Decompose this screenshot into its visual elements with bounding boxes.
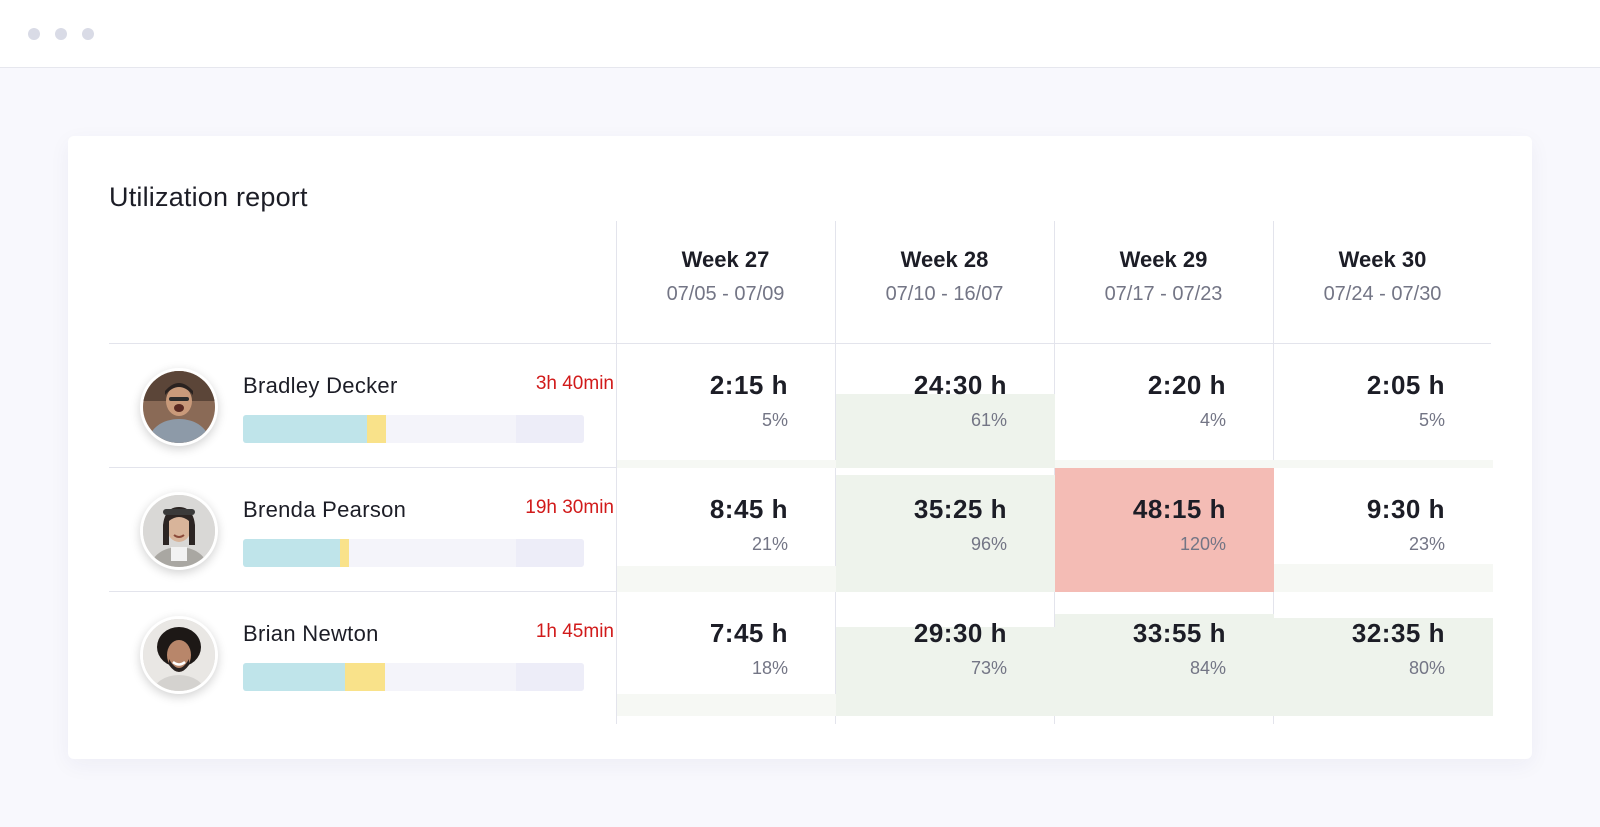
utilization-fill xyxy=(1274,563,1493,592)
week-cell[interactable]: 8:45 h 21% xyxy=(617,468,836,592)
week-header[interactable]: Week 27 07/05 - 07/09 xyxy=(616,221,835,343)
row-divider xyxy=(109,343,1491,344)
week-cell[interactable]: 48:15 h 120% xyxy=(1055,468,1274,592)
grid-divider xyxy=(616,221,617,724)
week-cell[interactable]: 32:35 h 80% xyxy=(1274,592,1493,716)
cell-percent: 80% xyxy=(1408,658,1445,678)
capacity-segment xyxy=(515,663,584,691)
week-label: Week 27 xyxy=(681,247,770,272)
person-row-bradley-decker[interactable]: Bradley Decker 3h 40min xyxy=(109,343,614,467)
non-billable-segment xyxy=(367,415,387,443)
window-titlebar xyxy=(0,0,1600,68)
week-header[interactable]: Week 29 07/17 - 07/23 xyxy=(1054,221,1273,343)
window-maximize-dot[interactable] xyxy=(82,28,94,40)
cell-percent: 21% xyxy=(751,534,788,554)
utilization-fill xyxy=(1055,613,1274,716)
window-minimize-dot[interactable] xyxy=(55,28,67,40)
utilization-report-card: Utilization report Week 27 07/05 - 07/09… xyxy=(68,136,1532,759)
utilization-bar xyxy=(243,663,584,691)
utilization-fill xyxy=(836,626,1055,716)
week-cell[interactable]: 2:20 h 4% xyxy=(1055,344,1274,468)
week-cell[interactable]: 9:30 h 23% xyxy=(1274,468,1493,592)
cell-percent: 61% xyxy=(970,410,1007,430)
utilization-fill xyxy=(1274,460,1493,468)
week-cell[interactable]: 33:55 h 84% xyxy=(1055,592,1274,716)
cell-hours: 33:55 h xyxy=(1132,618,1226,648)
grid-divider xyxy=(1054,221,1055,724)
week-label: Week 29 xyxy=(1119,247,1208,272)
cell-hours: 2:05 h xyxy=(1366,370,1445,400)
utilization-fill xyxy=(836,474,1055,592)
cell-percent: 84% xyxy=(1189,658,1226,678)
week-label: Week 28 xyxy=(900,247,989,272)
week-header[interactable]: Week 28 07/10 - 16/07 xyxy=(835,221,1054,343)
overtime-label: 3h 40min xyxy=(535,373,614,394)
avatar xyxy=(140,492,218,570)
week-dates: 07/24 - 07/30 xyxy=(1323,283,1442,305)
cell-percent: 18% xyxy=(751,658,788,678)
overtime-label: 19h 30min xyxy=(525,497,614,518)
utilization-fill xyxy=(617,694,836,716)
cell-hours: 9:30 h xyxy=(1366,494,1445,524)
utilization-fill xyxy=(617,460,836,468)
non-billable-segment xyxy=(345,663,385,691)
billable-segment xyxy=(243,415,368,443)
utilization-fill xyxy=(617,566,836,592)
cell-percent: 23% xyxy=(1408,534,1445,554)
report-title: Utilization report xyxy=(109,182,308,212)
person-name: Brian Newton xyxy=(243,621,379,646)
utilization-fill xyxy=(1055,468,1274,592)
cell-hours: 24:30 h xyxy=(913,370,1007,400)
capacity-segment xyxy=(515,415,584,443)
billable-segment xyxy=(243,539,341,567)
utilization-bar xyxy=(243,539,584,567)
person-name: Bradley Decker xyxy=(243,373,398,398)
person-row-brian-newton[interactable]: Brian Newton 1h 45min xyxy=(109,591,614,715)
week-cell[interactable]: 29:30 h 73% xyxy=(836,592,1055,716)
cell-hours: 8:45 h xyxy=(709,494,788,524)
week-cell[interactable]: 2:15 h 5% xyxy=(617,344,836,468)
week-dates: 07/17 - 07/23 xyxy=(1104,283,1223,305)
cell-hours: 2:20 h xyxy=(1147,370,1226,400)
cell-hours: 7:45 h xyxy=(709,618,788,648)
cell-percent: 96% xyxy=(970,534,1007,554)
avatar xyxy=(140,616,218,694)
utilization-bar xyxy=(243,415,584,443)
utilization-fill xyxy=(836,393,1055,468)
week-cell[interactable]: 24:30 h 61% xyxy=(836,344,1055,468)
cell-hours: 29:30 h xyxy=(913,618,1007,648)
cell-hours: 35:25 h xyxy=(913,494,1007,524)
cell-percent: 5% xyxy=(1418,410,1445,430)
week-header[interactable]: Week 30 07/24 - 07/30 xyxy=(1273,221,1492,343)
week-cell[interactable]: 2:05 h 5% xyxy=(1274,344,1493,468)
week-dates: 07/10 - 16/07 xyxy=(885,283,1004,305)
billable-segment xyxy=(243,663,346,691)
week-cell[interactable]: 35:25 h 96% xyxy=(836,468,1055,592)
overtime-label: 1h 45min xyxy=(535,621,614,642)
week-dates: 07/05 - 07/09 xyxy=(666,283,785,305)
cell-hours: 2:15 h xyxy=(709,370,788,400)
capacity-segment xyxy=(515,539,584,567)
cell-percent: 4% xyxy=(1199,410,1226,430)
week-label: Week 30 xyxy=(1338,247,1427,272)
window-close-dot[interactable] xyxy=(28,28,40,40)
avatar xyxy=(140,368,218,446)
week-cell[interactable]: 7:45 h 18% xyxy=(617,592,836,716)
cell-hours: 48:15 h xyxy=(1132,494,1226,524)
utilization-fill xyxy=(1274,618,1493,716)
cell-percent: 5% xyxy=(761,410,788,430)
cell-percent: 73% xyxy=(970,658,1007,678)
cell-hours: 32:35 h xyxy=(1351,618,1445,648)
non-billable-segment xyxy=(340,539,349,567)
grid-divider xyxy=(835,221,836,724)
person-row-brenda-pearson[interactable]: Brenda Pearson 19h 30min xyxy=(109,467,614,591)
person-name: Brenda Pearson xyxy=(243,497,407,522)
utilization-fill xyxy=(1055,460,1274,468)
cell-percent: 120% xyxy=(1179,534,1226,554)
